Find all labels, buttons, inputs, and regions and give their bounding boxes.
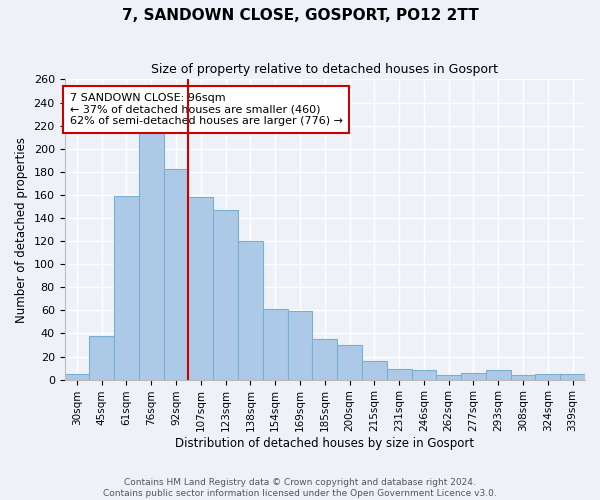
Bar	[461, 372, 486, 380]
Bar	[511, 375, 535, 380]
Bar	[313, 339, 337, 380]
Bar	[213, 210, 238, 380]
Bar	[238, 241, 263, 380]
Bar	[486, 370, 511, 380]
Bar	[188, 197, 213, 380]
Bar	[362, 361, 387, 380]
Bar	[436, 375, 461, 380]
Text: Contains HM Land Registry data © Crown copyright and database right 2024.
Contai: Contains HM Land Registry data © Crown c…	[103, 478, 497, 498]
Bar	[139, 127, 164, 380]
Bar	[65, 374, 89, 380]
Bar	[89, 336, 114, 380]
Y-axis label: Number of detached properties: Number of detached properties	[15, 136, 28, 322]
Bar	[164, 170, 188, 380]
Title: Size of property relative to detached houses in Gosport: Size of property relative to detached ho…	[151, 62, 498, 76]
Text: 7 SANDOWN CLOSE: 96sqm
← 37% of detached houses are smaller (460)
62% of semi-de: 7 SANDOWN CLOSE: 96sqm ← 37% of detached…	[70, 93, 343, 126]
Bar	[535, 374, 560, 380]
Bar	[560, 374, 585, 380]
X-axis label: Distribution of detached houses by size in Gosport: Distribution of detached houses by size …	[175, 437, 475, 450]
Bar	[337, 345, 362, 380]
Bar	[387, 369, 412, 380]
Text: 7, SANDOWN CLOSE, GOSPORT, PO12 2TT: 7, SANDOWN CLOSE, GOSPORT, PO12 2TT	[122, 8, 478, 22]
Bar	[287, 312, 313, 380]
Bar	[412, 370, 436, 380]
Bar	[114, 196, 139, 380]
Bar	[263, 309, 287, 380]
